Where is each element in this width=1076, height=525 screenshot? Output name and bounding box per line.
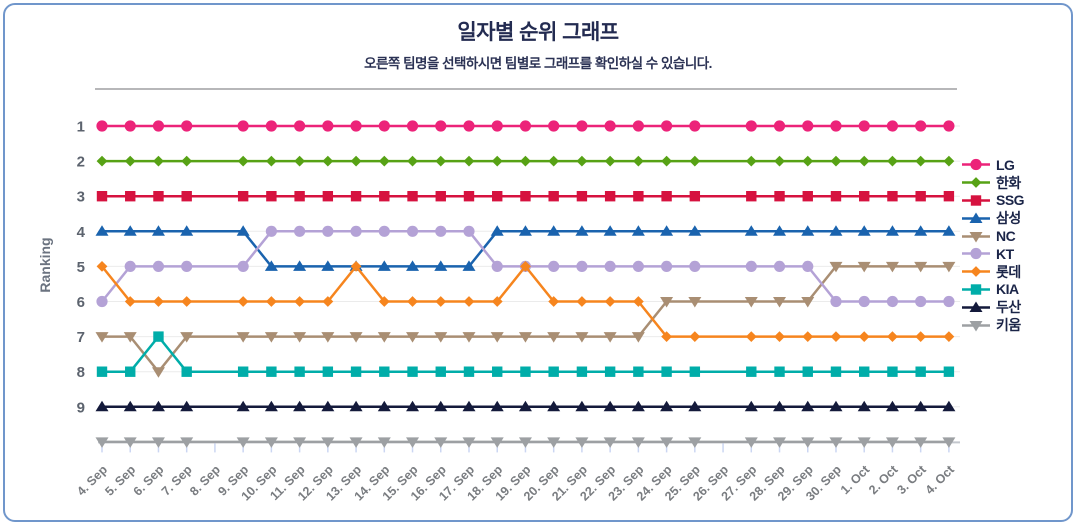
gridlines (98, 125, 960, 444)
series-삼성 (95, 225, 956, 271)
series-KIA (96, 331, 955, 377)
legend-item-KIA[interactable]: KIA (961, 281, 1024, 299)
svg-text:3. Oct: 3. Oct (894, 462, 929, 497)
svg-text:2: 2 (77, 154, 85, 171)
legend-label: SSG (996, 192, 1025, 209)
triangle-up-icon (962, 212, 990, 223)
series-키움 (95, 437, 956, 448)
triangle-down-icon (962, 231, 990, 243)
legend-label: LG (996, 156, 1015, 173)
svg-text:7. Sep: 7. Sep (159, 462, 195, 498)
page-subtitle: 오른쪽 팀명을 선택하시면 팀별로 그래프를 확인하실 수 있습니다. (364, 56, 712, 71)
svg-text:9: 9 (77, 399, 85, 416)
legend-item-SSG[interactable]: SSG (961, 192, 1025, 210)
legend-label: 두산 (996, 299, 1021, 316)
legend-item-키움[interactable]: 키움 (961, 316, 1024, 334)
svg-text:7: 7 (77, 329, 85, 346)
divider (95, 88, 957, 90)
circle-icon (962, 248, 990, 260)
legend-label: 키움 (996, 317, 1021, 334)
circle-icon (962, 159, 990, 171)
legend-item-롯데[interactable]: 롯데 (961, 263, 1024, 281)
svg-text:5. Sep: 5. Sep (102, 462, 138, 498)
legend-item-삼성[interactable]: 삼성 (961, 209, 1024, 227)
square-icon (962, 284, 990, 295)
panel: 일자별 순위 그래프 오른쪽 팀명을 선택하시면 팀별로 그래프를 확인하실 수… (3, 3, 1073, 522)
svg-text:6: 6 (77, 294, 85, 311)
series-SSG (96, 191, 955, 202)
legend-item-한화[interactable]: 한화 (961, 174, 1024, 192)
triangle-up-icon (962, 301, 990, 312)
page-title: 일자별 순위 그래프 (457, 21, 619, 44)
legend: LG 한화 SSG 삼성 NC KT 롯데 KIA 두산 키움 (961, 156, 1025, 334)
legend-label: NC (996, 228, 1016, 245)
legend-item-LG[interactable]: LG (961, 156, 1024, 174)
svg-text:4. Sep: 4. Sep (74, 462, 110, 498)
square-icon (962, 195, 990, 206)
diamond-icon (962, 266, 990, 278)
legend-label: KT (996, 245, 1014, 262)
svg-text:4: 4 (77, 224, 86, 241)
legend-label: 롯데 (996, 263, 1021, 280)
legend-item-두산[interactable]: 두산 (961, 298, 1024, 316)
svg-text:8. Sep: 8. Sep (187, 462, 223, 498)
triangle-down-icon (962, 320, 990, 332)
series-두산 (95, 400, 956, 412)
svg-text:3: 3 (77, 189, 85, 206)
series-LG (96, 120, 955, 132)
svg-text:5: 5 (77, 259, 85, 276)
svg-text:4. Oct: 4. Oct (923, 462, 958, 497)
legend-label: KIA (996, 281, 1019, 298)
series-한화 (96, 155, 955, 167)
svg-text:1: 1 (77, 119, 85, 136)
svg-text:1. Oct: 1. Oct (838, 462, 873, 497)
legend-item-KT[interactable]: KT (961, 245, 1024, 263)
legend-item-NC[interactable]: NC (961, 227, 1024, 245)
y-tick-labels: 1 2 3 4 5 6 7 8 9 (77, 119, 86, 417)
svg-text:8: 8 (77, 364, 85, 381)
legend-label: 삼성 (996, 210, 1021, 227)
series-롯데 (96, 261, 955, 342)
svg-text:6. Sep: 6. Sep (131, 462, 167, 498)
svg-text:2. Oct: 2. Oct (866, 462, 901, 497)
series-NC (95, 261, 956, 378)
legend-label: 한화 (996, 174, 1021, 191)
diamond-icon (962, 177, 990, 189)
